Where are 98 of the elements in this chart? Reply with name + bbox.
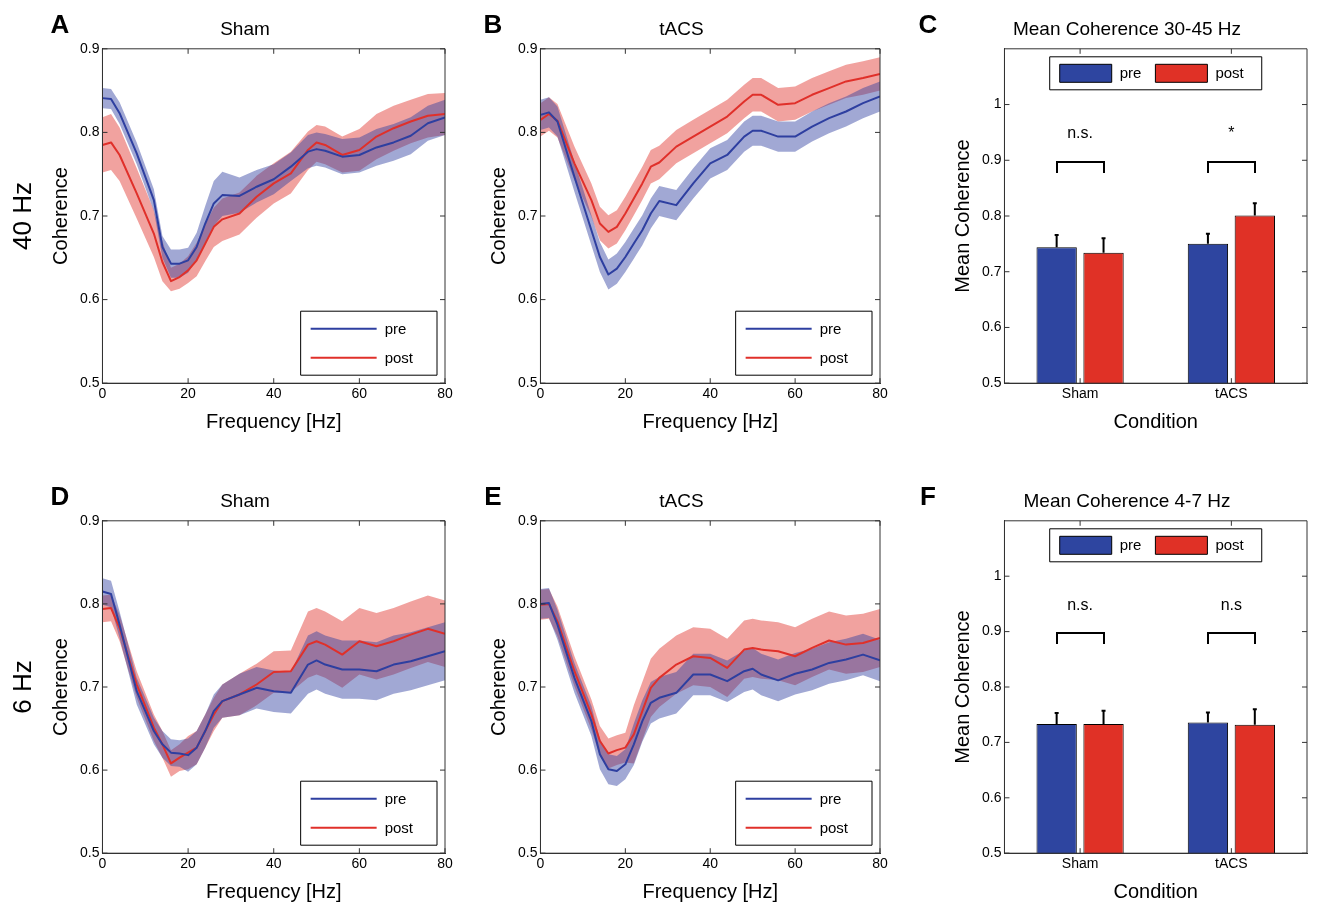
x-tick-label: 20 [617, 385, 634, 402]
x-tick-label: 0 [536, 385, 545, 402]
y-tick-label: 0.7 [981, 733, 1002, 750]
chart-title: tACS [659, 489, 704, 511]
y-tick-label: 0.9 [517, 39, 538, 56]
x-tick-label: Sham [1061, 385, 1099, 402]
y-axis-title: Mean Coherence [950, 610, 973, 764]
y-axis-title: Coherence [48, 167, 71, 265]
y-tick-label: 0.5 [517, 374, 538, 391]
x-tick-label: 80 [872, 385, 888, 402]
x-tick-label: 40 [702, 855, 719, 872]
y-axis-title: Coherence [486, 167, 509, 265]
x-axis-title: Frequency [Hz] [205, 409, 342, 432]
y-tick-label: 0.7 [517, 206, 538, 223]
x-tick-label: 80 [872, 855, 888, 872]
y-tick-label: 0.7 [981, 262, 1002, 279]
legend-label: pre [819, 319, 842, 337]
y-tick-label: 0.9 [981, 622, 1002, 639]
text: C [918, 9, 938, 40]
x-tick-label: Sham [1061, 855, 1099, 872]
x-tick-label: 80 [437, 385, 453, 402]
legend-label: post [1215, 64, 1245, 82]
y-tick-label: 0.9 [79, 39, 100, 56]
x-tick-label: 60 [787, 855, 804, 872]
legend-label: pre [1119, 536, 1142, 554]
x-tick-label: tACS [1215, 385, 1248, 402]
y-tick-label: 0.8 [517, 123, 538, 140]
annotation: n.s. [1067, 124, 1093, 142]
y-tick-label: 0.5 [981, 844, 1002, 861]
legend-label: pre [384, 319, 407, 337]
chart-title: Sham [220, 17, 270, 39]
x-tick-label: 80 [437, 855, 453, 872]
y-tick-label: 0.6 [79, 760, 100, 777]
chart-title: tACS [659, 17, 704, 39]
annotation: n.s. [1067, 595, 1093, 613]
y-axis-title: Coherence [486, 638, 509, 736]
y-tick-label: 0.8 [981, 677, 1002, 694]
x-axis-title: Condition [1113, 409, 1198, 432]
y-tick-label: 0.9 [79, 511, 100, 528]
legend-label: post [819, 818, 849, 836]
x-tick-label: 40 [265, 385, 282, 402]
y-tick-label: 0.5 [981, 374, 1002, 391]
legend-label: pre [384, 789, 407, 807]
text: D [50, 481, 70, 512]
y-axis-title: Coherence [48, 638, 71, 736]
text: B [483, 9, 503, 40]
text: 6 Hz [7, 660, 38, 714]
y-tick-label: 0.9 [517, 511, 538, 528]
x-tick-label: 40 [265, 855, 282, 872]
y-tick-label: 0.7 [79, 677, 100, 694]
x-tick-label: 20 [180, 385, 197, 402]
chart-title: Mean Coherence 4-7 Hz [1023, 489, 1231, 511]
y-axis-title: Mean Coherence [950, 139, 973, 293]
legend-label: post [819, 348, 849, 366]
y-tick-label: 0.6 [517, 290, 538, 307]
text: E [484, 481, 502, 512]
x-tick-label: 0 [536, 855, 545, 872]
x-tick-label: tACS [1215, 855, 1248, 872]
legend-label: post [1215, 536, 1245, 554]
y-tick-label: 0.6 [517, 760, 538, 777]
x-axis-title: Frequency [Hz] [642, 409, 779, 432]
x-tick-label: 20 [180, 855, 197, 872]
y-tick-label: 0.6 [79, 290, 100, 307]
y-tick-label: 0.6 [981, 788, 1002, 805]
text: A [50, 9, 70, 40]
y-tick-label: 0.8 [79, 123, 100, 140]
y-tick-label: 0.9 [981, 151, 1002, 168]
legend-label: post [384, 348, 414, 366]
x-axis-title: Condition [1113, 879, 1198, 902]
legend-label: post [384, 818, 414, 836]
annotation: n.s [1220, 595, 1243, 613]
chart-title: Mean Coherence 30-45 Hz [1012, 17, 1242, 39]
x-tick-label: 60 [787, 385, 804, 402]
legend-label: pre [819, 789, 842, 807]
y-tick-label: 0.7 [517, 677, 538, 694]
annotation: * [1228, 124, 1235, 142]
y-tick-label: 1 [993, 95, 1002, 112]
y-tick-label: 0.7 [79, 206, 100, 223]
x-axis-title: Frequency [Hz] [205, 879, 342, 902]
y-tick-label: 0.6 [981, 318, 1002, 335]
y-tick-label: 0.8 [981, 206, 1002, 223]
x-tick-label: 60 [351, 385, 368, 402]
y-tick-label: 0.5 [79, 844, 100, 861]
text: 40 Hz [7, 182, 38, 250]
y-tick-label: 0.8 [79, 594, 100, 611]
x-tick-label: 0 [98, 385, 107, 402]
y-tick-label: 1 [993, 567, 1002, 584]
x-tick-label: 20 [617, 855, 634, 872]
y-tick-label: 0.8 [517, 594, 538, 611]
x-tick-label: 60 [351, 855, 368, 872]
legend-label: pre [1119, 64, 1142, 82]
x-tick-label: 0 [98, 855, 107, 872]
text: F [920, 481, 936, 512]
chart-title: Sham [220, 489, 270, 511]
x-axis-title: Frequency [Hz] [642, 879, 779, 902]
y-tick-label: 0.5 [517, 844, 538, 861]
y-tick-label: 0.5 [79, 374, 100, 391]
x-tick-label: 40 [702, 385, 719, 402]
